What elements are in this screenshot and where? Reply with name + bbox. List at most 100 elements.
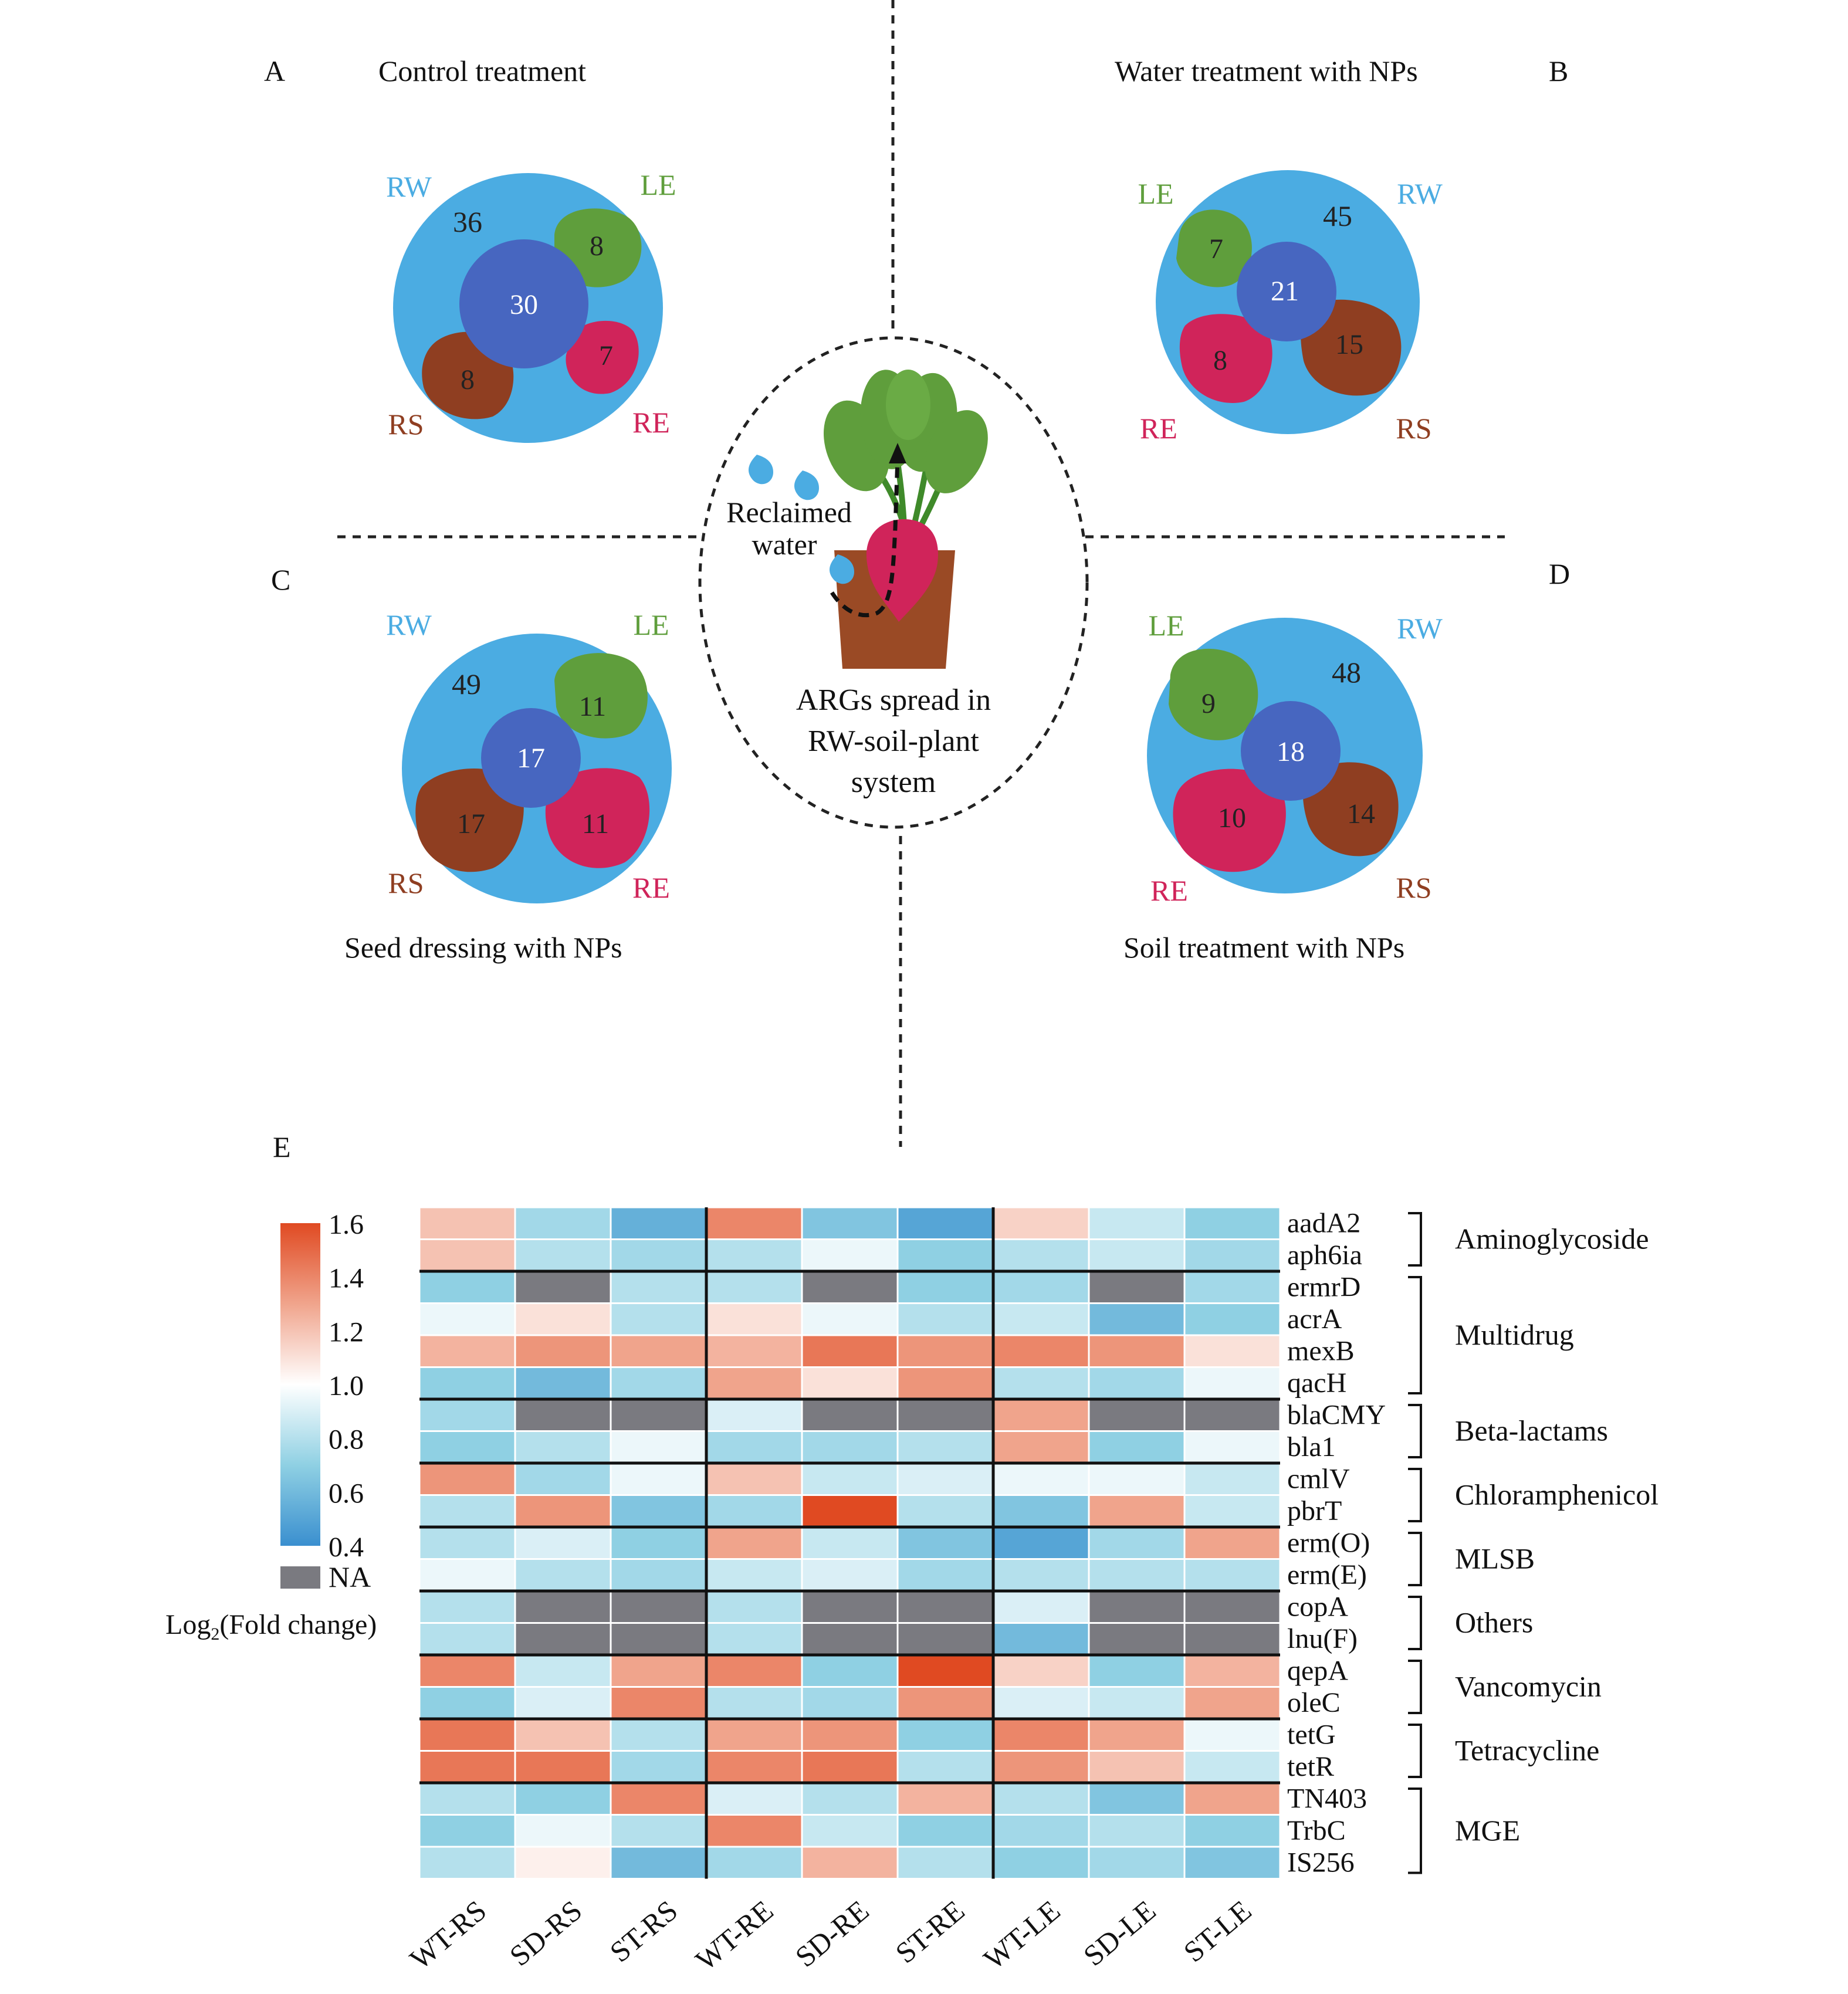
heatmap-cell [1088, 1654, 1186, 1688]
count-rw: 36 [453, 205, 482, 238]
heatmap-cell [801, 1750, 899, 1784]
heatmap-cell [705, 1270, 803, 1304]
heatmap-cell [610, 1782, 708, 1816]
water-drop-icon [794, 470, 819, 500]
count-core: 18 [1277, 736, 1305, 767]
heatmap-cell [992, 1526, 1090, 1560]
heatmap-cell [896, 1718, 994, 1752]
heatmap-cell [1088, 1622, 1186, 1656]
center-dashed-ellipse [698, 336, 1089, 829]
heatmap-cell [896, 1270, 994, 1304]
heatmap-column-labels: WT-RS SD-RS ST-RS WT-RE SD-RE ST-RE WT-LE SD-LE… [404, 1894, 1258, 1977]
heatmap-cell [418, 1302, 516, 1336]
heatmap-cell [610, 1430, 708, 1464]
row-label: erm(E) [1287, 1559, 1367, 1590]
heatmap-cell [705, 1206, 803, 1240]
heatmap-cell [418, 1558, 516, 1592]
heatmap [418, 1206, 1281, 1880]
heatmap-cell [896, 1462, 994, 1496]
heatmap-cell [705, 1686, 803, 1720]
label-rw: RW [386, 608, 432, 641]
beet-root-icon [866, 519, 939, 622]
heatmap-cell [1183, 1494, 1281, 1528]
heatmap-cell [801, 1526, 899, 1560]
heatmap-cell [514, 1206, 612, 1240]
heatmap-cell [610, 1686, 708, 1720]
heatmap-cell [992, 1622, 1090, 1656]
heatmap-cell [514, 1238, 612, 1272]
count-re: 8 [1213, 345, 1227, 376]
heatmap-cell [801, 1238, 899, 1272]
heatmap-cell [705, 1430, 803, 1464]
venn-le-blob [1176, 209, 1252, 287]
heatmap-cell [705, 1718, 803, 1752]
heatmap-cell [610, 1718, 708, 1752]
heatmap-cell [514, 1558, 612, 1592]
heatmap-cell [992, 1366, 1090, 1400]
column-label: WT-RS [404, 1894, 493, 1976]
heatmap-cell [801, 1398, 899, 1432]
venn-re-blob [545, 768, 650, 868]
water-label-line-2: water [752, 528, 817, 561]
heatmap-cell [801, 1622, 899, 1656]
heatmap-cell [896, 1238, 994, 1272]
colorbar-title-rest: (Fold change) [219, 1609, 377, 1640]
heatmap-cell [801, 1814, 899, 1848]
row-label: blaCMY [1287, 1400, 1386, 1431]
heatmap-cell [705, 1334, 803, 1368]
heatmap-cell [896, 1686, 994, 1720]
heatmap-cell [801, 1718, 899, 1752]
venn-rs-blob [1301, 299, 1402, 396]
count-re: 7 [599, 340, 613, 371]
heatmap-cell [896, 1526, 994, 1560]
column-label: ST-RE [889, 1894, 971, 1969]
heatmap-cell [418, 1270, 516, 1304]
water-drop-icon [748, 455, 773, 485]
group-label: Others [1455, 1606, 1533, 1639]
heatmap-cell [801, 1494, 899, 1528]
heatmap-cell [418, 1494, 516, 1528]
group-label: Tetracycline [1455, 1734, 1599, 1767]
heatmap-cell [992, 1302, 1090, 1336]
row-label: oleC [1287, 1687, 1341, 1718]
heatmap-cell [514, 1782, 612, 1816]
na-swatch [280, 1566, 320, 1589]
column-label: SD-LE [1077, 1894, 1162, 1972]
count-re: 11 [582, 808, 609, 839]
heatmap-cell [801, 1302, 899, 1336]
heatmap-cell [992, 1270, 1090, 1304]
heatmap-cell [705, 1462, 803, 1496]
group-label: Beta-lactams [1455, 1414, 1608, 1447]
heatmap-cell [1088, 1782, 1186, 1816]
heatmap-cell [1183, 1526, 1281, 1560]
venn-rs-blob [415, 769, 524, 872]
venn-panel-c: C Seed dressing with NPs RW LE RE RS 49 … [271, 563, 672, 964]
venn-re-blob [1179, 314, 1272, 403]
heatmap-cell [1183, 1718, 1281, 1752]
heatmap-cell [705, 1590, 803, 1624]
heatmap-cell [610, 1206, 708, 1240]
row-label: qepA [1287, 1656, 1348, 1687]
colorbar-tick-label: 1.4 [329, 1263, 364, 1294]
label-re: RE [1140, 412, 1177, 445]
heatmap-cell [514, 1526, 612, 1560]
center-caption-line-3: system [851, 766, 936, 799]
column-label: ST-RS [604, 1894, 684, 1968]
heatmap-cell [610, 1398, 708, 1432]
heatmap-cell [1183, 1238, 1281, 1272]
group-bracket [1408, 1532, 1422, 1586]
group-bracket [1408, 1468, 1422, 1522]
heatmap-cell [896, 1590, 994, 1624]
colorbar-title: Log2(Fold change) [165, 1609, 377, 1644]
heatmap-cell [896, 1750, 994, 1784]
heatmap-cell [992, 1718, 1090, 1752]
heatmap-cell [610, 1590, 708, 1624]
panel-letter: B [1549, 55, 1568, 87]
heatmap-cell [610, 1366, 708, 1400]
heatmap-cell [514, 1302, 612, 1336]
heatmap-cell [514, 1654, 612, 1688]
heatmap-cell [896, 1494, 994, 1528]
row-label: IS256 [1287, 1847, 1355, 1878]
panel-letter: C [271, 563, 290, 596]
